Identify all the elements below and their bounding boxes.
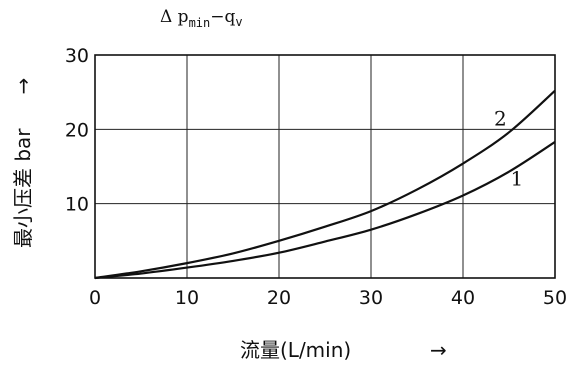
grid xyxy=(95,55,555,278)
title-sub-v: v xyxy=(235,15,242,29)
series-line-2 xyxy=(94,89,556,280)
series-layer xyxy=(94,89,556,280)
y-axis-arrow: → xyxy=(11,78,35,95)
y-tick-label: 30 xyxy=(65,45,89,67)
plot-frame xyxy=(94,54,556,279)
x-tick-labels: 0 10 20 30 40 50 xyxy=(89,287,567,309)
x-axis-label: 流量(L/min) xyxy=(240,338,351,362)
series-label-2: 2 xyxy=(494,106,507,130)
x-tick-label: 40 xyxy=(451,287,475,309)
title-dash-q: −q xyxy=(210,7,235,27)
y-tick-label: 20 xyxy=(65,119,89,141)
x-tick-label: 30 xyxy=(359,287,383,309)
x-tick-label: 0 xyxy=(89,287,101,309)
series-label-1: 1 xyxy=(510,167,523,191)
x-tick-label: 50 xyxy=(543,287,567,309)
chart-title: Δ pmin−qv xyxy=(160,7,243,30)
plot-border xyxy=(94,54,556,279)
series-line-1 xyxy=(94,141,556,280)
series-labels: 12 xyxy=(494,106,523,190)
x-axis-arrow: → xyxy=(430,338,447,362)
y-tick-label: 10 xyxy=(65,194,89,216)
y-tick-labels: 10 20 30 xyxy=(65,45,89,216)
y-axis-label: 最小压差 bar xyxy=(11,128,35,248)
x-tick-label: 20 xyxy=(267,287,291,309)
title-sub-min: min xyxy=(189,16,211,30)
x-tick-label: 10 xyxy=(175,287,199,309)
title-delta: Δ p xyxy=(160,7,189,27)
